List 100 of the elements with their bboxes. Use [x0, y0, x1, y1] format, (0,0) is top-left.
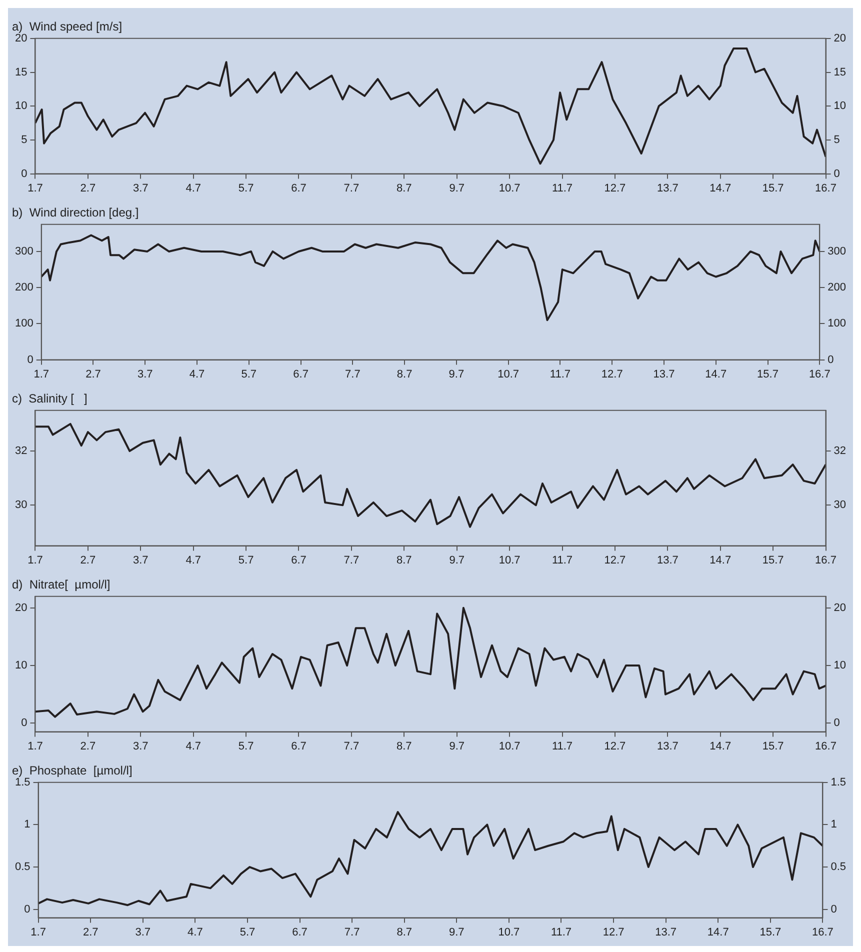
y2-tick-label: 1.5 — [830, 776, 846, 788]
x-tick-label: 1.7 — [28, 740, 43, 752]
x-tick-label: 4.7 — [188, 926, 203, 938]
x-tick-label: 15.7 — [762, 554, 784, 566]
x-tick-label: 2.7 — [80, 740, 96, 752]
x-tick-label: 14.7 — [710, 182, 732, 194]
x-tick-label: 15.7 — [762, 740, 784, 752]
x-tick-label: 9.7 — [449, 182, 464, 194]
x-tick-label: 10.7 — [498, 554, 520, 566]
y-tick-label: 30 — [14, 499, 28, 512]
x-tick-label: 2.7 — [80, 182, 96, 194]
y2-tick-label: 20 — [834, 32, 846, 44]
y-tick-label: 20 — [14, 32, 28, 44]
y-tick-label: 0.5 — [14, 861, 30, 874]
y2-tick-label: 30 — [834, 499, 846, 512]
x-tick-label: 11.7 — [552, 740, 573, 752]
x-tick-label: 16.7 — [808, 368, 830, 380]
x-tick-label: 6.7 — [292, 926, 308, 938]
x-tick-label: 14.7 — [707, 926, 729, 938]
x-tick-label: 7.7 — [344, 182, 360, 194]
x-tick-label: 8.7 — [396, 926, 412, 938]
chart-title: d) Nitrate[ µmol/l] — [12, 578, 110, 592]
x-tick-label: 5.7 — [240, 926, 256, 938]
y2-tick-label: 5 — [834, 134, 840, 146]
x-tick-label: 13.7 — [656, 554, 678, 566]
x-tick-label: 12.7 — [604, 554, 626, 566]
x-tick-label: 6.7 — [291, 554, 306, 566]
chart-title: b) Wind direction [deg.] — [12, 206, 139, 220]
x-tick-label: 14.7 — [710, 740, 732, 752]
x-tick-label: 12.7 — [602, 926, 624, 938]
x-tick-label: 4.7 — [186, 554, 201, 566]
y-tick-label: 0 — [21, 717, 28, 730]
x-tick-label: 7.7 — [344, 554, 360, 566]
y2-tick-label: 200 — [828, 282, 846, 294]
x-tick-label: 6.7 — [291, 740, 306, 752]
chart-title: c) Salinity [ ] — [12, 392, 88, 406]
x-tick-label: 14.7 — [705, 368, 727, 380]
y-tick-label: 15 — [14, 66, 28, 78]
x-tick-label: 6.7 — [293, 368, 308, 380]
x-tick-label: 1.7 — [28, 554, 43, 566]
x-tick-label: 12.7 — [604, 182, 626, 194]
x-tick-label: 16.7 — [812, 926, 834, 938]
y2-tick-label: 20 — [834, 602, 846, 614]
x-tick-label: 11.7 — [552, 182, 573, 194]
y-tick-label: 0 — [27, 354, 34, 366]
x-tick-label: 5.7 — [241, 368, 257, 380]
x-tick-label: 15.7 — [757, 368, 778, 380]
x-tick-label: 1.7 — [34, 368, 49, 380]
y2-tick-label: 1 — [830, 818, 837, 831]
y2-tick-label: 15 — [834, 66, 846, 78]
x-tick-label: 11.7 — [552, 554, 573, 566]
x-tick-label: 13.7 — [656, 740, 678, 752]
x-tick-label: 11.7 — [550, 926, 572, 938]
x-tick-label: 8.7 — [396, 740, 412, 752]
y2-tick-label: 0.5 — [830, 861, 846, 874]
x-tick-label: 5.7 — [238, 554, 254, 566]
chart-title: e) Phosphate [µmol/l] — [12, 764, 132, 778]
x-tick-label: 16.7 — [815, 554, 836, 566]
x-tick-label: 7.7 — [344, 740, 360, 752]
y-tick-label: 1.5 — [14, 776, 30, 788]
y2-tick-label: 0 — [830, 903, 837, 916]
x-tick-label: 4.7 — [189, 368, 205, 380]
x-tick-label: 10.7 — [498, 926, 520, 938]
x-tick-label: 5.7 — [238, 740, 254, 752]
y2-tick-label: 300 — [828, 246, 846, 258]
x-tick-label: 8.7 — [396, 554, 412, 566]
x-tick-label: 7.7 — [344, 926, 360, 938]
y2-tick-label: 0 — [834, 168, 840, 180]
x-tick-label: 11.7 — [550, 368, 571, 380]
x-tick-label: 4.7 — [186, 740, 201, 752]
x-tick-label: 4.7 — [186, 182, 201, 194]
y-tick-label: 0 — [21, 168, 28, 180]
x-tick-label: 15.7 — [762, 182, 784, 194]
y-tick-label: 300 — [14, 246, 34, 258]
y-tick-label: 10 — [14, 100, 28, 112]
x-tick-label: 3.7 — [135, 926, 151, 938]
x-tick-label: 12.7 — [604, 740, 626, 752]
y-tick-label: 200 — [14, 282, 34, 294]
chart-title: a) Wind speed [m/s] — [12, 20, 122, 34]
y-tick-label: 10 — [14, 660, 28, 672]
x-tick-label: 9.7 — [449, 926, 464, 938]
y2-tick-label: 32 — [834, 445, 846, 458]
x-tick-label: 10.7 — [498, 182, 520, 194]
x-tick-label: 10.7 — [498, 368, 520, 380]
x-tick-label: 13.7 — [655, 926, 677, 938]
x-tick-label: 13.7 — [656, 182, 678, 194]
y2-tick-label: 0 — [834, 717, 840, 730]
x-tick-label: 14.7 — [710, 554, 732, 566]
x-tick-label: 3.7 — [132, 554, 148, 566]
y2-tick-label: 100 — [828, 318, 846, 330]
x-tick-label: 13.7 — [653, 368, 675, 380]
y-tick-label: 1 — [24, 818, 30, 831]
x-tick-label: 2.7 — [86, 368, 101, 380]
x-tick-label: 16.7 — [815, 740, 836, 752]
x-tick-label: 9.7 — [449, 554, 464, 566]
x-tick-label: 9.7 — [448, 368, 464, 380]
y-tick-label: 32 — [14, 445, 28, 458]
x-tick-label: 8.7 — [396, 368, 412, 380]
x-tick-label: 1.7 — [30, 926, 46, 938]
y2-tick-label: 10 — [834, 100, 846, 112]
